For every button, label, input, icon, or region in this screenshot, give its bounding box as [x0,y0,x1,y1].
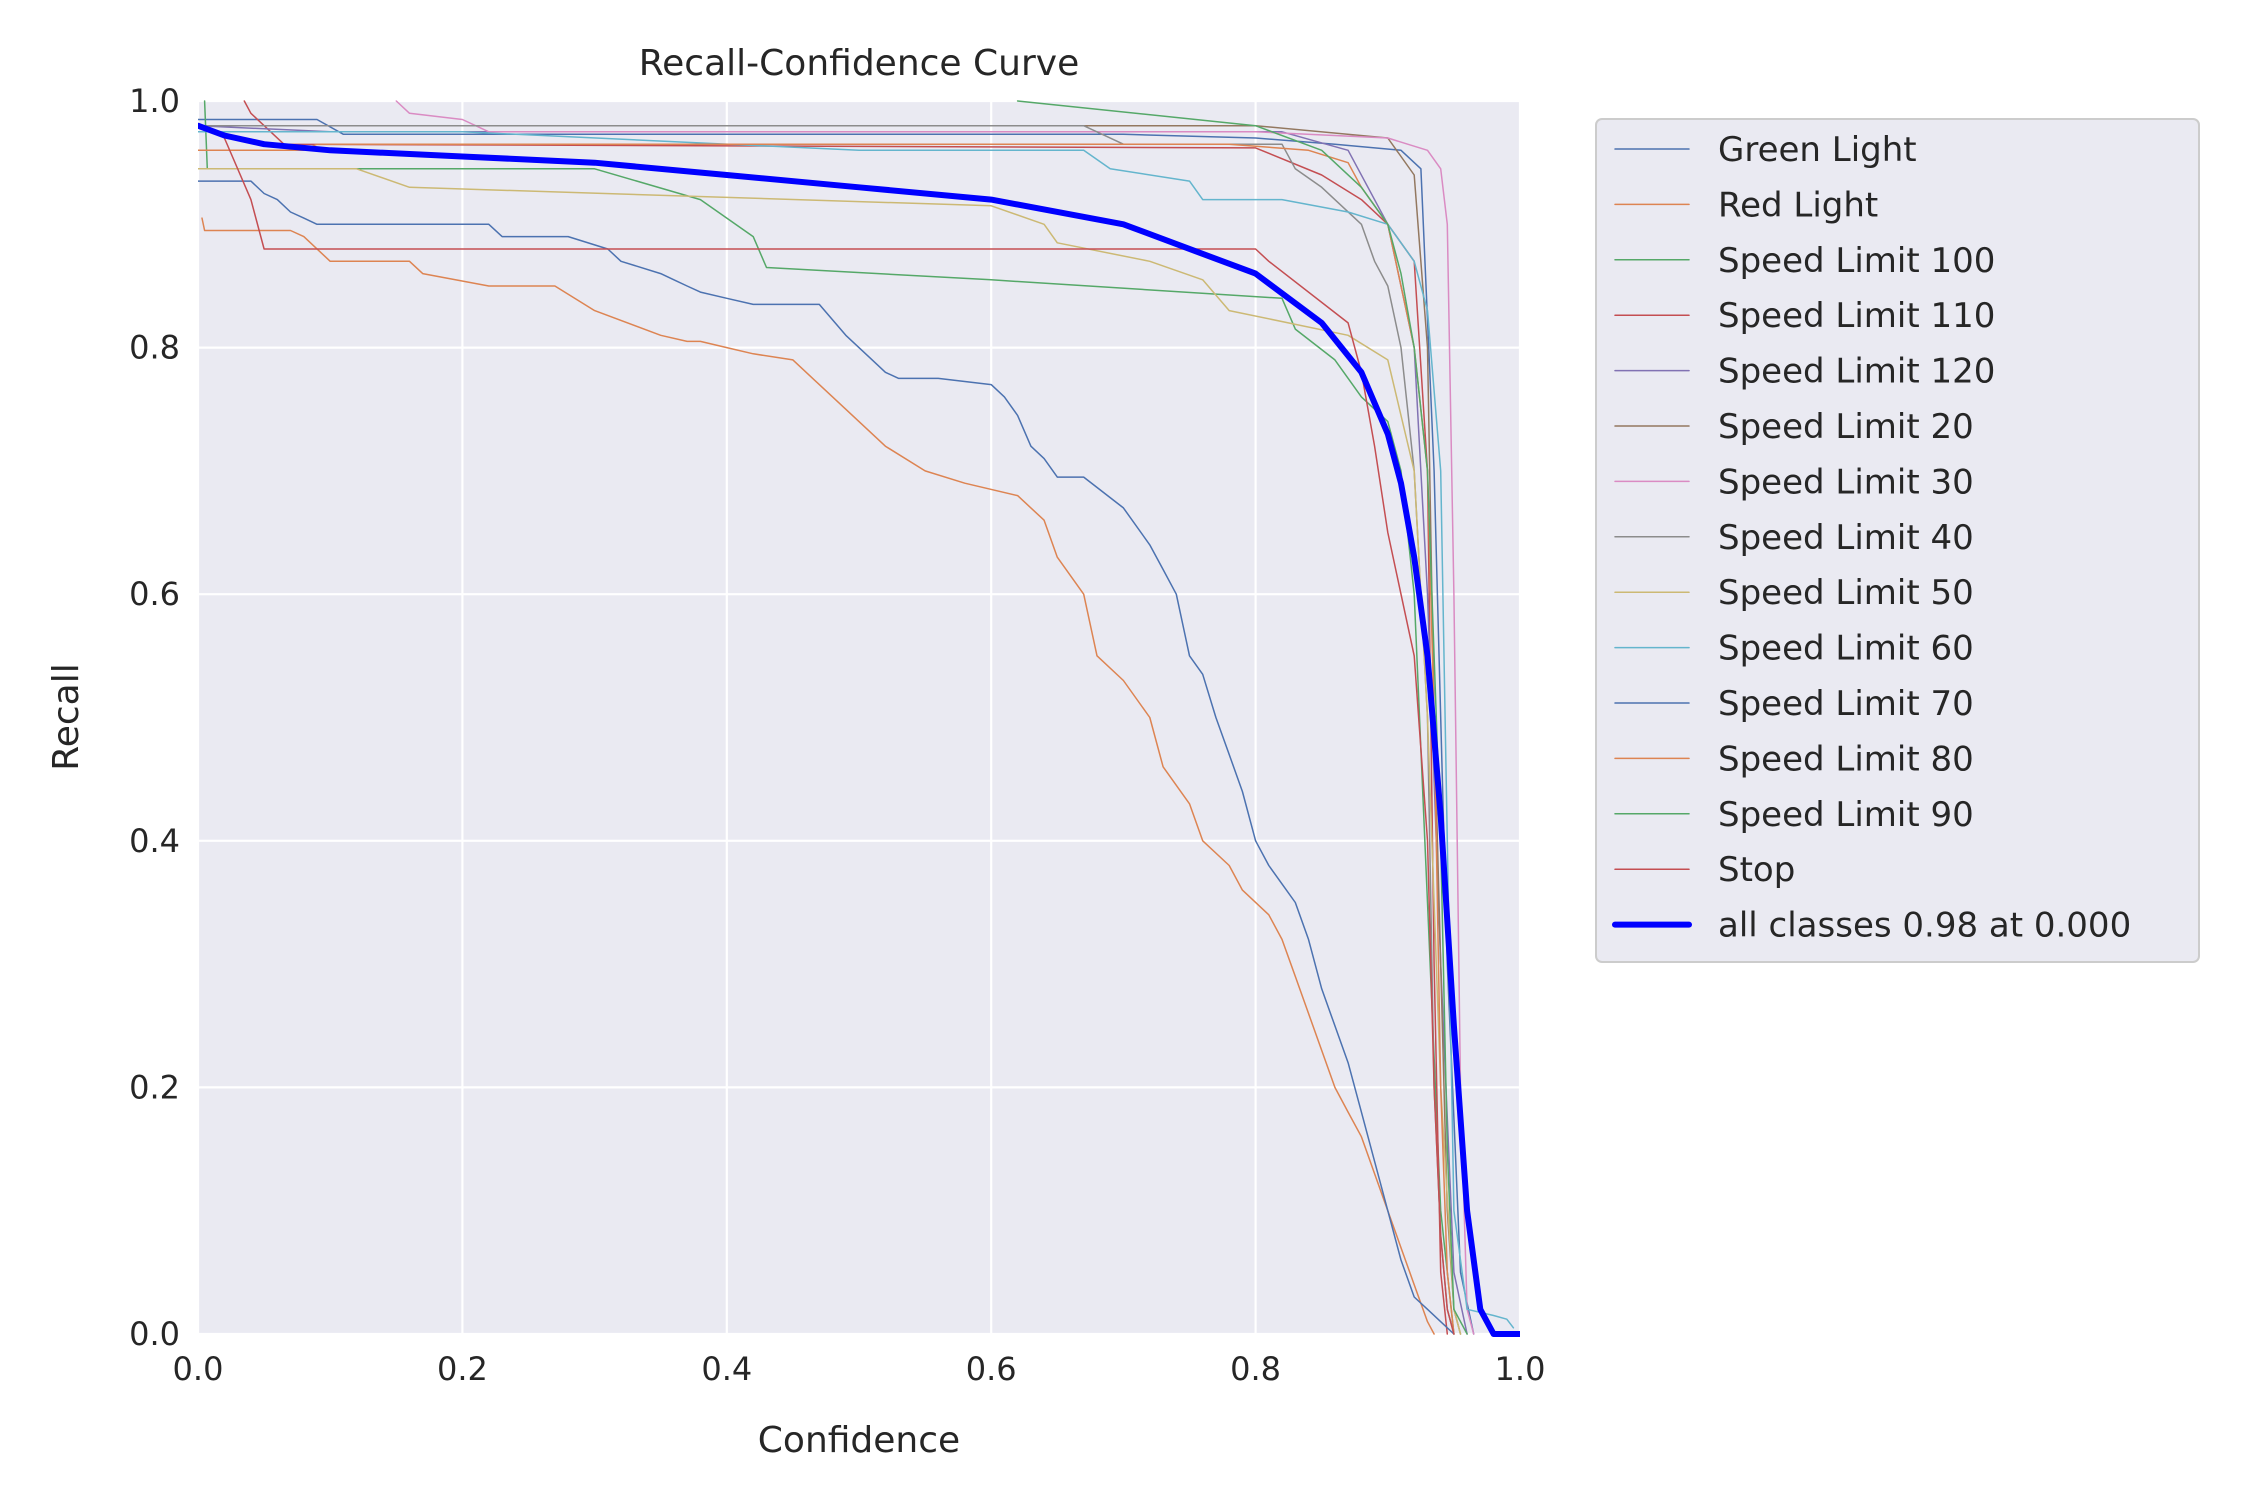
legend-label: all classes 0.98 at 0.000 [1718,906,2131,946]
series-line-14 [198,122,1520,1337]
x-axis-label: Confidence [758,1420,960,1461]
legend-label: Speed Limit 90 [1718,795,1974,835]
x-tick-label: 0.6 [966,1350,1017,1388]
legend-label: Stop [1718,850,1795,890]
series-line-10 [198,180,1455,1335]
x-tick-label: 1.0 [1495,1350,1546,1388]
legend-label: Green Light [1718,130,1917,170]
x-tick-label: 0.2 [437,1350,488,1388]
legend-box [1595,118,2200,963]
series-line-8 [198,168,1462,1335]
legend-label: Speed Limit 100 [1718,241,1995,281]
legend-label: Speed Limit 40 [1718,518,1974,558]
plot-area [198,101,1520,1334]
y-axis-ticks: 0.0 0.2 0.4 0.6 0.8 1.0 [129,82,180,1353]
series-line-12 [1016,100,1468,1335]
y-tick-label: 0.8 [129,329,180,367]
legend: Green Light Red Light Speed Limit 100 Speed… [1595,118,2200,963]
legend-label: Speed Limit 110 [1718,296,1995,336]
y-tick-label: 0.4 [129,822,180,860]
x-tick-label: 0.4 [701,1350,752,1388]
legend-label: Speed Limit 80 [1718,739,1974,779]
grid-lines [196,99,1522,1336]
legend-label: Speed Limit 120 [1718,352,1995,392]
legend-label: Speed Limit 70 [1718,684,1974,724]
series-line-1 [201,217,1435,1335]
y-tick-label: 0.6 [129,575,180,613]
series-line-2 [203,100,1455,1335]
series-lines [198,100,1520,1337]
series-line-13 [223,137,1455,1335]
y-tick-label: 0.0 [129,1315,180,1353]
y-tick-label: 1.0 [129,82,180,120]
x-axis-ticks: 0.0 0.2 0.4 0.6 0.8 1.0 [173,1350,1546,1388]
chart-title: Recall-Confidence Curve [639,43,1079,84]
y-tick-label: 0.2 [129,1068,180,1106]
x-tick-label: 0.0 [173,1350,224,1388]
legend-label: Red Light [1718,185,1878,225]
y-axis-label: Recall [46,663,87,770]
legend-label: Speed Limit 60 [1718,629,1974,669]
series-line-3 [243,100,1449,1335]
legend-label: Speed Limit 30 [1718,462,1974,502]
legend-label: Speed Limit 20 [1718,407,1974,447]
legend-label: Speed Limit 50 [1718,573,1974,613]
x-tick-label: 0.8 [1230,1350,1281,1388]
